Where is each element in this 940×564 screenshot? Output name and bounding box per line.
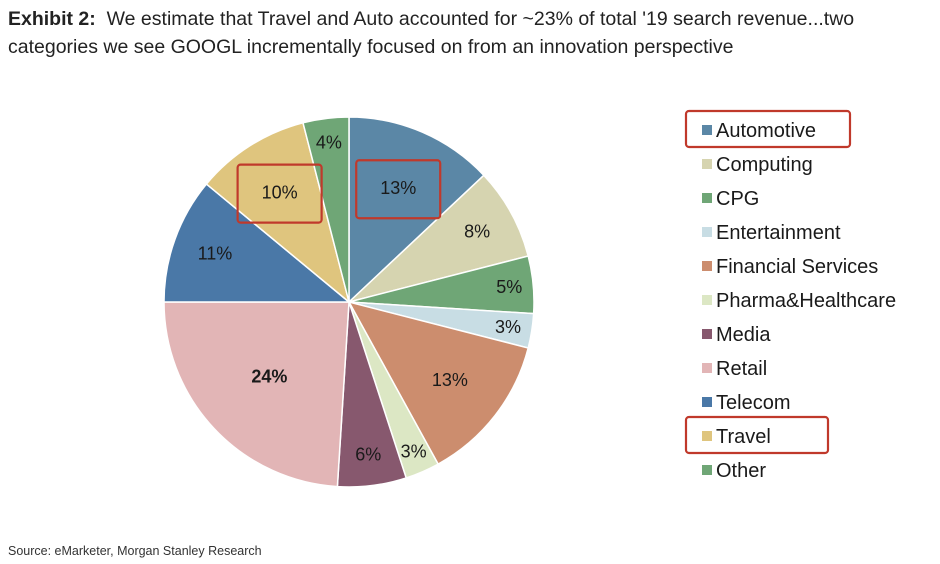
legend-label-retail: Retail — [716, 358, 767, 380]
pie-slice-other — [302, 116, 350, 303]
legend-swatch-cpg — [702, 193, 712, 203]
legend-highlight-travel — [684, 415, 830, 455]
legend-swatch-telecom — [702, 397, 712, 407]
pie-slice-retail — [163, 301, 350, 488]
legend-swatch-pharma-healthcare — [702, 295, 712, 305]
pie-slice-computing — [348, 174, 530, 303]
data-label-automotive: 13% — [380, 178, 416, 198]
exhibit-number: Exhibit 2: — [8, 8, 96, 30]
pie-slices — [163, 116, 535, 488]
legend-label-entertainment: Entertainment — [716, 222, 841, 244]
data-label-other: 4% — [316, 132, 342, 152]
data-label-computing: 8% — [464, 222, 490, 242]
pie-slice-travel — [205, 121, 351, 305]
legend-label-automotive: Automotive — [716, 120, 816, 142]
legend-swatch-computing — [702, 159, 712, 169]
legend-label-computing: Computing — [716, 154, 813, 176]
highlight-box-travel — [236, 163, 323, 224]
legend-swatch-travel — [702, 431, 712, 441]
data-label-pharma-healthcare: 3% — [401, 441, 427, 461]
exhibit-title: Exhibit 2: We estimate that Travel and A… — [8, 5, 933, 61]
legend-swatch-other — [702, 465, 712, 475]
data-label-media: 6% — [355, 444, 381, 464]
legend-label-other: Other — [716, 460, 766, 482]
data-label-entertainment: 3% — [495, 317, 521, 337]
pie-labels: 13% 8% 5% 3% 13% 3% 6% 24% 11% 10% 4% — [198, 132, 523, 464]
legend-label-cpg: CPG — [716, 188, 759, 210]
legend-swatch-media — [702, 329, 712, 339]
legend-label-pharma-healthcare: Pharma&Healthcare — [716, 290, 896, 312]
highlight-boxes — [236, 159, 442, 224]
legend-label-telecom: Telecom — [716, 392, 790, 414]
data-label-financial-services: 13% — [432, 370, 468, 390]
exhibit-description: We estimate that Travel and Auto account… — [8, 8, 855, 58]
pie-slice-financial-services — [347, 300, 530, 466]
pie-slice-automotive — [348, 116, 485, 304]
legend-swatch-automotive — [702, 125, 712, 135]
legend-swatch-retail — [702, 363, 712, 373]
source-note: Source: eMarketer, Morgan Stanley Resear… — [8, 544, 262, 558]
highlight-box-automotive — [355, 159, 442, 220]
data-label-telecom: 11% — [198, 244, 233, 264]
legend-swatch-financial-services — [702, 261, 712, 271]
data-label-cpg: 5% — [496, 277, 522, 297]
data-label-travel: 10% — [262, 183, 298, 203]
legend-highlight-automotive — [684, 109, 852, 149]
legend-label-media: Media — [716, 324, 771, 346]
chart-legend: Automotive Computing CPG Entertainment Finan… — [684, 109, 896, 482]
legend-swatch-entertainment — [702, 227, 712, 237]
legend-label-travel: Travel — [716, 426, 771, 448]
pie-slice-telecom — [163, 183, 352, 303]
legend-label-financial-services: Financial Services — [716, 256, 878, 278]
data-label-retail: 24% — [251, 367, 287, 387]
